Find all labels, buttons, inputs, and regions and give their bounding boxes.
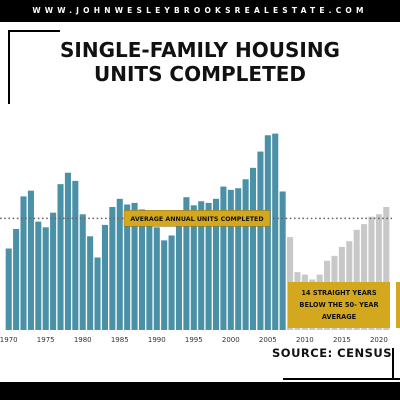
chart-title: SINGLE-FAMILY HOUSING UNITS COMPLETED — [0, 38, 400, 86]
bar-1971 — [13, 228, 20, 330]
average-annotation-box — [123, 210, 271, 227]
x-axis-ticks: 1970 1975 1980 1985 1990 1995 2000 2005 2010 2015… — [0, 336, 388, 344]
average-annotation-label: AVERAGE ANNUAL UNITS COMPLETED — [130, 216, 263, 223]
streak-callout: 14 STRAIGHT YEARS BELOW THE 50- YEAR AVERA… — [288, 282, 400, 328]
x-tick-label: 1985 — [111, 336, 129, 344]
bar-2000 — [227, 189, 234, 330]
frame-line-right — [392, 348, 394, 380]
source-label: SOURCE: CENSUS — [272, 346, 392, 360]
website-url: WWW.JOHNWESLEYBROOKSREALESTATE.COM — [32, 6, 368, 15]
bar-2006 — [272, 133, 279, 330]
bar-1982 — [94, 257, 101, 330]
bar-1985 — [116, 198, 123, 330]
streak-callout-edge — [396, 282, 400, 328]
bar-1991 — [161, 240, 168, 330]
x-tick-label: 1990 — [148, 336, 166, 344]
bar-1972 — [20, 196, 27, 330]
bar-1976 — [50, 212, 57, 330]
streak-callout-line: 14 STRAIGHT YEARS — [301, 289, 377, 297]
bar-1999 — [220, 186, 227, 330]
streak-callout-line: BELOW THE 50- YEAR — [299, 301, 378, 309]
bar-1986 — [124, 204, 131, 330]
bar-1994 — [183, 197, 190, 330]
bar-1978 — [64, 172, 71, 330]
bottom-bar — [0, 382, 400, 400]
x-tick-label: 1980 — [74, 336, 92, 344]
bar-1975 — [42, 227, 49, 330]
website-banner: WWW.JOHNWESLEYBROOKSREALESTATE.COM — [0, 0, 400, 22]
x-tick-label: 2020 — [370, 336, 388, 344]
streak-callout-line: AVERAGE — [322, 313, 357, 321]
bar-2002 — [242, 179, 249, 330]
bar-1997 — [205, 202, 212, 330]
bar-2021 — [383, 206, 390, 330]
bar-1981 — [87, 236, 94, 330]
x-tick-label: 2000 — [222, 336, 240, 344]
bar-1979 — [72, 180, 79, 330]
bar-1988 — [138, 209, 146, 330]
bar-1996 — [198, 201, 205, 330]
bar-1980 — [79, 214, 86, 330]
bar-1977 — [57, 184, 64, 330]
bar-2003 — [249, 167, 257, 330]
streak-callout-box — [288, 282, 390, 328]
bar-2001 — [235, 188, 242, 330]
x-tick-label: 1975 — [37, 336, 55, 344]
bar-1995 — [190, 205, 197, 330]
bar-1974 — [35, 221, 42, 330]
bar-1973 — [27, 190, 34, 330]
frame-line-bottom — [283, 378, 400, 380]
bar-1970 — [5, 248, 12, 330]
bar-1989 — [146, 218, 153, 330]
x-tick-label: 2015 — [333, 336, 351, 344]
bar-1998 — [212, 198, 220, 330]
x-tick-label: 2010 — [296, 336, 314, 344]
bar-1983 — [101, 224, 108, 330]
bar-1987 — [131, 202, 138, 330]
average-annotation: AVERAGE ANNUAL UNITS COMPLETED — [123, 210, 271, 227]
bar-2005 — [264, 135, 271, 330]
bar-2018 — [361, 224, 368, 330]
bar-2007 — [279, 191, 286, 330]
bar-1984 — [109, 206, 116, 330]
bar-1993 — [175, 225, 183, 330]
bar-1990 — [153, 227, 160, 330]
frame-line-top — [8, 30, 60, 32]
bar-2017 — [353, 229, 360, 330]
bar-1992 — [168, 235, 175, 330]
bar-2019 — [368, 216, 375, 330]
x-tick-label: 1970 — [0, 336, 18, 344]
x-tick-label: 1995 — [185, 336, 203, 344]
chart-title-line-1: SINGLE-FAMILY HOUSING — [60, 38, 340, 62]
bar-2020 — [375, 214, 382, 330]
x-tick-label: 2005 — [259, 336, 277, 344]
frame-line-left — [8, 30, 10, 104]
chart-title-line-2: UNITS COMPLETED — [94, 62, 306, 86]
bar-2004 — [257, 151, 264, 330]
